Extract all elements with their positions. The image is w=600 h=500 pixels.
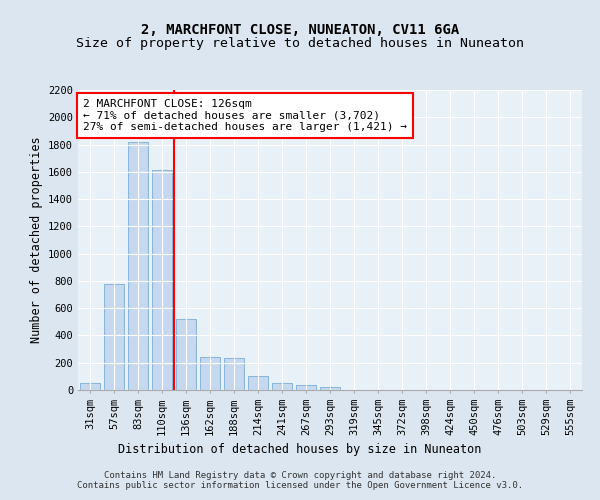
Bar	[272, 382, 292, 390]
Bar	[200, 358, 220, 390]
Bar	[176, 319, 196, 390]
Bar	[80, 383, 100, 390]
Bar	[296, 384, 316, 390]
Text: Distribution of detached houses by size in Nuneaton: Distribution of detached houses by size …	[118, 442, 482, 456]
Bar	[224, 358, 244, 390]
Text: 2, MARCHFONT CLOSE, NUNEATON, CV11 6GA: 2, MARCHFONT CLOSE, NUNEATON, CV11 6GA	[141, 22, 459, 36]
Text: Size of property relative to detached houses in Nuneaton: Size of property relative to detached ho…	[76, 38, 524, 51]
Bar	[152, 170, 172, 390]
Bar	[248, 376, 268, 390]
Bar	[128, 142, 148, 390]
Bar	[104, 284, 124, 390]
Bar	[320, 388, 340, 390]
Y-axis label: Number of detached properties: Number of detached properties	[29, 136, 43, 344]
Text: Contains HM Land Registry data © Crown copyright and database right 2024.
Contai: Contains HM Land Registry data © Crown c…	[77, 470, 523, 490]
Text: 2 MARCHFONT CLOSE: 126sqm
← 71% of detached houses are smaller (3,702)
27% of se: 2 MARCHFONT CLOSE: 126sqm ← 71% of detac…	[83, 99, 407, 132]
